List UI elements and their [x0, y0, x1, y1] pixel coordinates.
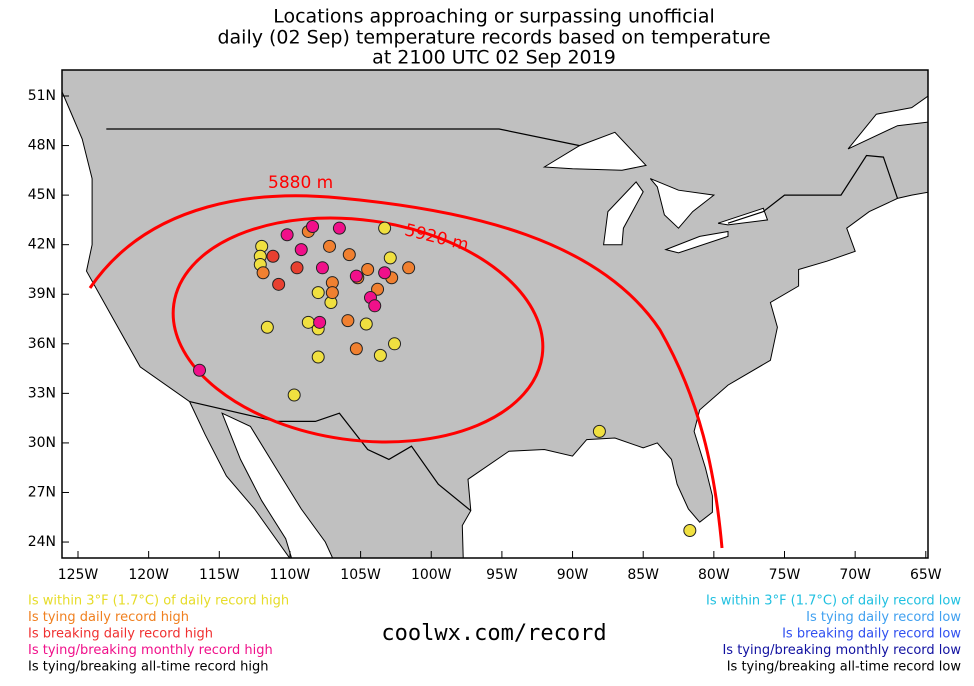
station: [383, 251, 397, 265]
title: Locations approaching or surpassing unof…: [217, 6, 770, 69]
station: [378, 221, 392, 235]
title-line: daily (02 Sep) temperature records based…: [217, 27, 770, 49]
legend-entry: Is tying daily record high: [28, 610, 189, 625]
station: [325, 286, 339, 300]
station: [280, 228, 294, 242]
station: [311, 350, 325, 364]
title-line: at 2100 UTC 02 Sep 2019: [372, 47, 616, 69]
lon-tick-label: 65W: [910, 567, 942, 583]
ticks: 125W 120W 115W 110W 105W 100W 95W 90W 85W 80W 75W 7…: [28, 88, 942, 583]
station: [341, 314, 355, 328]
station: [260, 320, 274, 334]
station: [313, 315, 327, 329]
station: [272, 277, 286, 291]
station: [378, 266, 392, 280]
station: [332, 221, 346, 235]
lon-tick-label: 75W: [769, 567, 801, 583]
water: [461, 191, 928, 558]
station: [294, 243, 308, 257]
station: [256, 266, 270, 280]
station: [683, 523, 697, 537]
contour-5920: [171, 216, 545, 444]
legend-entry: Is within 3°F (1.7°C) of daily record hi…: [28, 594, 289, 609]
contour-5880: [88, 194, 724, 549]
station: [592, 424, 606, 438]
water: [847, 95, 928, 150]
title-line: Locations approaching or surpassing unof…: [273, 6, 715, 28]
lon-tick-label: 115W: [199, 567, 240, 583]
lon-tick-label: 100W: [411, 567, 452, 583]
border: [727, 154, 899, 224]
map-geography: [62, 90, 928, 558]
stations: [193, 220, 697, 537]
map-frame: [61, 69, 929, 559]
legend-entry: Is within 3°F (1.7°C) of daily record lo…: [706, 594, 961, 609]
border: [189, 401, 472, 512]
water: [62, 90, 291, 558]
lat-tick-label: 48N: [28, 138, 56, 154]
station: [388, 337, 402, 351]
station: [323, 239, 337, 253]
lon-tick-label: 95W: [486, 567, 518, 583]
lon-tick-label: 120W: [128, 567, 169, 583]
station: [266, 249, 280, 263]
lat-tick-label: 27N: [28, 484, 56, 500]
lon-tick-label: 110W: [270, 567, 311, 583]
lon-tick-label: 105W: [340, 567, 381, 583]
station: [373, 348, 387, 362]
station: [311, 286, 325, 300]
lon-tick-label: 80W: [698, 567, 730, 583]
lat-tick-label: 51N: [28, 88, 56, 104]
station: [359, 317, 373, 331]
contour-label: 5880 m: [268, 173, 333, 193]
legend-entry: Is tying/breaking monthly record low: [722, 643, 961, 658]
lat-tick-label: 36N: [28, 336, 56, 352]
station: [287, 388, 301, 402]
lat-tick-label: 24N: [28, 534, 56, 550]
lat-tick-label: 33N: [28, 385, 56, 401]
station: [402, 261, 416, 275]
lat-tick-label: 42N: [28, 237, 56, 253]
legend-entry: Is tying/breaking all-time record low: [727, 660, 962, 675]
legend-entry: Is breaking daily record high: [28, 627, 213, 642]
station: [342, 248, 356, 262]
water: [221, 412, 334, 558]
water: [717, 207, 769, 226]
legend-entry: Is tying/breaking all-time record high: [28, 660, 268, 675]
legend-entry: Is tying daily record low: [806, 610, 961, 625]
station: [371, 282, 385, 296]
lat-tick-label: 30N: [28, 435, 56, 451]
legend-entry: Is tying/breaking monthly record high: [28, 643, 273, 658]
station: [349, 342, 363, 356]
border: [106, 128, 580, 147]
lon-tick-label: 85W: [627, 567, 659, 583]
lon-tick-label: 90W: [557, 567, 589, 583]
legend: Is within 3°F (1.7°C) of daily record hi…: [28, 594, 961, 675]
station: [301, 315, 315, 329]
station: [193, 363, 207, 377]
water: [664, 230, 729, 254]
station: [306, 220, 320, 234]
water: [603, 181, 644, 246]
water: [649, 178, 716, 229]
station: [290, 261, 304, 275]
lon-tick-label: 125W: [58, 567, 99, 583]
lat-tick-label: 39N: [28, 286, 56, 302]
station: [361, 262, 375, 276]
site-label: coolwx.com/record: [381, 621, 606, 646]
station: [368, 299, 382, 313]
station: [349, 269, 363, 283]
legend-entry: Is breaking daily record low: [782, 627, 961, 642]
lat-tick-label: 45N: [28, 187, 56, 203]
lon-tick-label: 70W: [839, 567, 871, 583]
station: [315, 261, 329, 275]
